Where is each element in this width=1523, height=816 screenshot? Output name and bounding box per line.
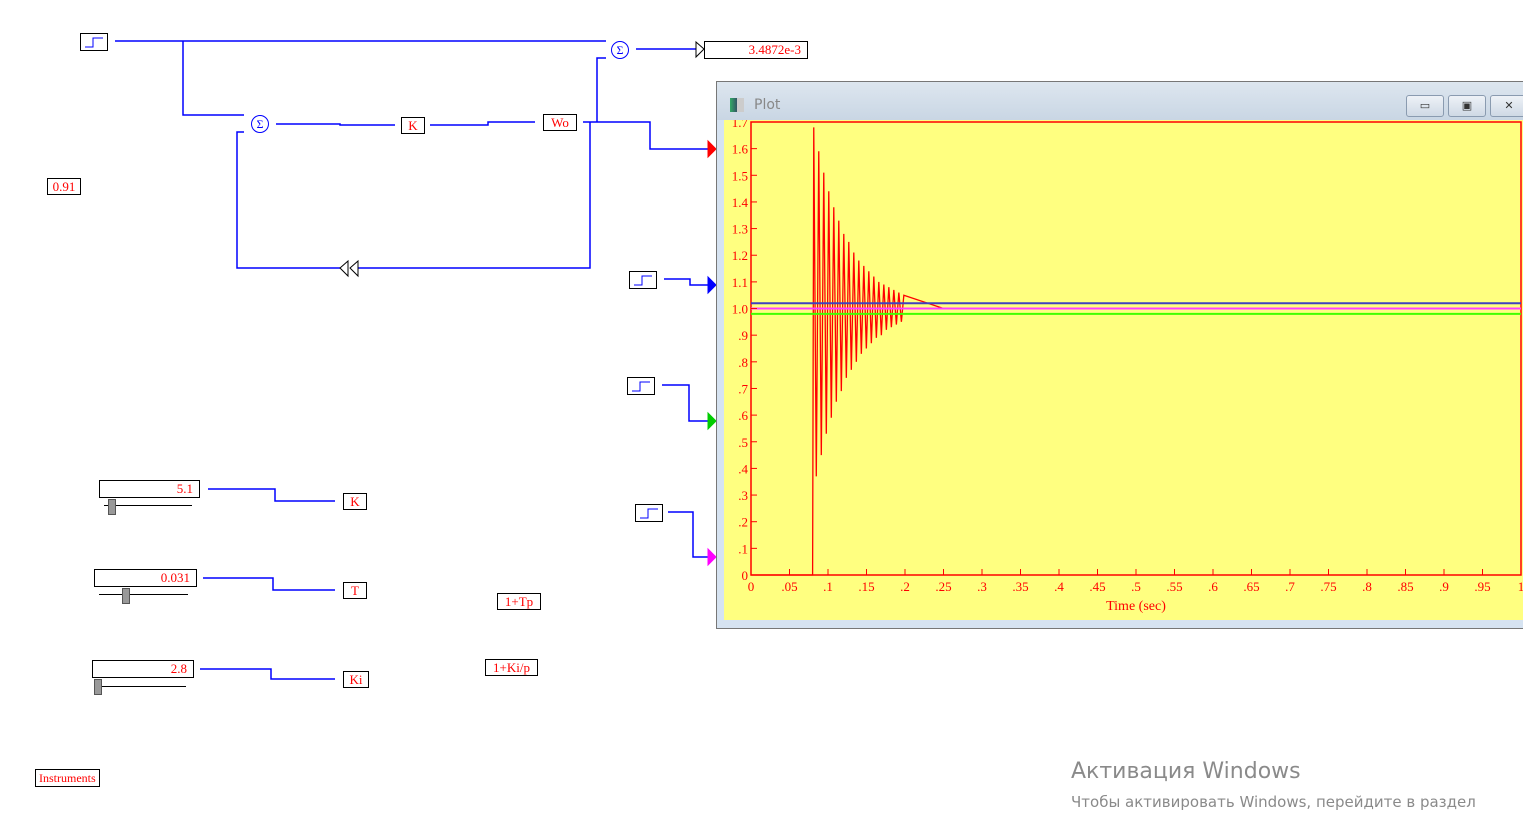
x-tick-label: .1 [823, 579, 833, 594]
param-ki-block[interactable]: Ki [343, 671, 369, 688]
plot-window: Plot ▭ ▣ ✕ 0 .05 .1 .15 .2 .25 .3 .35 .4 .45 .5 .55… [716, 81, 1523, 629]
slider-t-value[interactable]: 0.031 [94, 569, 197, 587]
slider-k-value[interactable]: 5.1 [99, 480, 200, 498]
x-tick-label: .75 [1320, 579, 1336, 594]
x-tick-label: 1 [1518, 579, 1523, 594]
x-tick-label: .45 [1089, 579, 1105, 594]
y-tick-label: 1.3 [732, 222, 748, 237]
plot-titlebar[interactable]: Plot ▭ ▣ ✕ [717, 82, 1523, 120]
y-tick-label: .4 [738, 461, 748, 476]
tf-1-plus-kip-block[interactable]: 1+Ki/p [485, 659, 538, 676]
x-tick-label: .55 [1166, 579, 1182, 594]
x-tick-label: .95 [1474, 579, 1490, 594]
output-display: 3.4872e-3 [704, 41, 808, 59]
watermark-title: Активация Windows [1071, 759, 1301, 784]
x-tick-label: .6 [1208, 579, 1218, 594]
x-tick-label: .8 [1362, 579, 1372, 594]
x-tick-label: .15 [858, 579, 874, 594]
y-tick-label: 1.5 [732, 168, 748, 183]
slider-k-thumb[interactable] [108, 499, 116, 515]
gain-block-k[interactable]: K [401, 117, 425, 134]
y-tick-label: 1.4 [732, 195, 749, 210]
step-source-4[interactable] [635, 504, 663, 522]
y-tick-label: 1.0 [732, 302, 748, 317]
slider-t-track[interactable] [99, 594, 188, 595]
watermark-subtitle: Чтобы активировать Windows, перейдите в … [1071, 793, 1476, 811]
slider-t-thumb[interactable] [122, 588, 130, 604]
y-tick-label: .6 [738, 408, 748, 423]
x-tick-label: .65 [1243, 579, 1259, 594]
y-tick-label: .3 [738, 488, 748, 503]
param-t-block[interactable]: T [343, 582, 367, 599]
constant-block[interactable]: 0.91 [47, 178, 81, 195]
plot-background [724, 120, 1523, 620]
y-tick-label: .7 [738, 381, 748, 396]
x-tick-label: .2 [900, 579, 910, 594]
y-tick-label: 1.1 [732, 275, 748, 290]
x-tick-label: .25 [935, 579, 951, 594]
param-k-block[interactable]: K [343, 493, 367, 510]
plot-title: Plot [754, 97, 781, 113]
y-tick-label: .1 [738, 541, 748, 556]
x-tick-label: .4 [1054, 579, 1064, 594]
y-tick-label: 1.7 [732, 120, 749, 130]
minimize-button[interactable]: ▭ [1406, 95, 1444, 117]
x-tick-label: .5 [1131, 579, 1141, 594]
slider-k-track[interactable] [104, 505, 192, 506]
slider-ki-thumb[interactable] [94, 679, 102, 695]
plot-app-icon [730, 98, 744, 112]
x-tick-label: .9 [1439, 579, 1449, 594]
y-tick-label: 1.6 [732, 142, 749, 157]
step-source-3[interactable] [627, 377, 655, 395]
plot-chart: 0 .05 .1 .15 .2 .25 .3 .35 .4 .45 .5 .55 .6 .65 .7 .75.… [724, 120, 1523, 620]
slider-ki-track[interactable] [96, 686, 186, 687]
y-tick-label: 1.2 [732, 248, 748, 263]
tf-1-plus-tp-block[interactable]: 1+Tp [497, 593, 541, 610]
y-tick-label: .5 [738, 435, 748, 450]
y-tick-label: 0 [742, 568, 749, 583]
close-button[interactable]: ✕ [1490, 95, 1523, 117]
y-tick-label: .8 [738, 355, 748, 370]
x-tick-label: 0 [748, 579, 755, 594]
x-tick-label: .3 [977, 579, 987, 594]
sum-block-loop[interactable]: Σ [251, 115, 269, 133]
step-source-main[interactable] [80, 33, 108, 51]
step-source-2[interactable] [629, 271, 657, 289]
instruments-button[interactable]: Instruments [35, 769, 100, 787]
x-tick-label: .7 [1285, 579, 1295, 594]
sum-block-top[interactable]: Σ [611, 41, 629, 59]
x-tick-label: .35 [1012, 579, 1028, 594]
slider-ki-value[interactable]: 2.8 [92, 660, 194, 678]
y-tick-label: .9 [738, 328, 748, 343]
plant-block-wo[interactable]: Wo [543, 114, 577, 131]
maximize-button[interactable]: ▣ [1448, 95, 1486, 117]
x-tick-label: .85 [1397, 579, 1413, 594]
x-tick-label: .05 [781, 579, 797, 594]
y-tick-label: .2 [738, 515, 748, 530]
x-axis-label: Time (sec) [1106, 599, 1166, 614]
